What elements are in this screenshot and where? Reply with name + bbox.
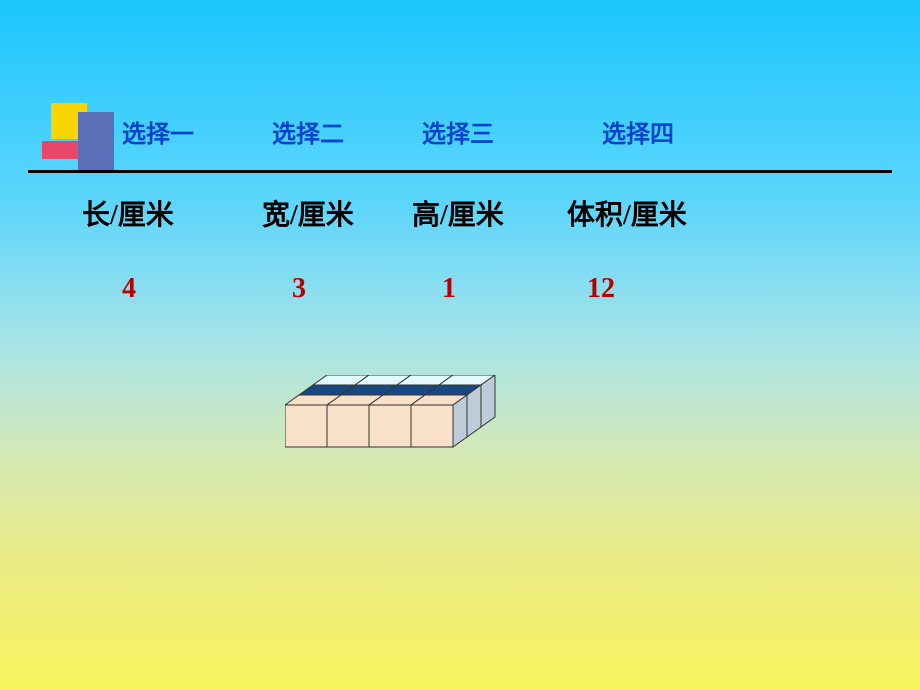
header-width: 宽/厘米 <box>262 193 412 233</box>
header-length: 长/厘米 <box>82 193 262 233</box>
tab-option-4[interactable]: 选择四 <box>602 114 752 149</box>
tab-row: 选择一 选择二 选择三 选择四 <box>122 114 752 149</box>
header-volume: 体积/厘米 <box>567 193 727 233</box>
logo-blocks <box>42 103 116 171</box>
cuboid-svg <box>285 375 497 449</box>
cuboid-diagram <box>285 375 497 454</box>
header-height: 高/厘米 <box>412 193 567 233</box>
tab-option-1[interactable]: 选择一 <box>122 114 272 149</box>
value-width: 3 <box>262 273 412 305</box>
tab-option-2[interactable]: 选择二 <box>272 114 422 149</box>
table-header-row: 长/厘米 宽/厘米 高/厘米 体积/厘米 <box>82 193 727 233</box>
tab-option-3[interactable]: 选择三 <box>422 114 572 149</box>
value-length: 4 <box>82 273 262 305</box>
value-volume: 12 <box>567 273 727 305</box>
value-height: 1 <box>412 273 567 305</box>
table-value-row: 4 3 1 12 <box>82 273 727 305</box>
divider-line <box>28 170 892 173</box>
logo-block-blue-bottom <box>78 141 114 171</box>
logo-block-red <box>42 141 78 159</box>
